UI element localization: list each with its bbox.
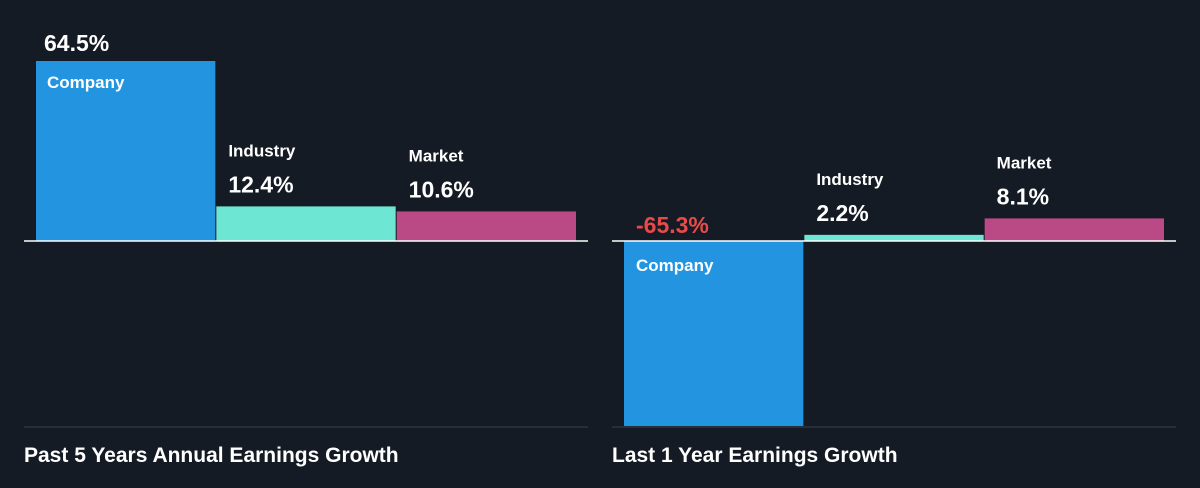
- last-1-year-bar-company: [624, 241, 804, 426]
- past-5-years-category-label-company: Company: [47, 73, 125, 92]
- past-5-years-category-label-industry: Industry: [228, 141, 296, 160]
- past-5-years-value-label-market: 10.6%: [409, 176, 474, 202]
- chart-title-last-1-year: Last 1 Year Earnings Growth: [612, 444, 898, 467]
- past-5-years-value-label-company: 64.5%: [44, 30, 109, 56]
- last-1-year-bar-market: [984, 218, 1164, 241]
- past-5-years-bar-industry: [216, 206, 396, 241]
- past-5-years-bar-company: [36, 61, 216, 241]
- past-5-years-value-label-industry: 12.4%: [228, 171, 293, 197]
- past-5-years-bar-market: [396, 211, 576, 241]
- last-1-year-value-label-industry: 2.2%: [816, 200, 868, 226]
- last-1-year-value-label-market: 8.1%: [997, 183, 1049, 209]
- past-5-years-category-label-market: Market: [409, 146, 464, 165]
- last-1-year-category-label-industry: Industry: [816, 170, 884, 189]
- past-5-years-chart: 64.5% Company 12.4% Industry 10.6% Market: [24, 30, 588, 428]
- last-1-year-category-label-company: Company: [636, 256, 714, 275]
- chart-title-past-5-years: Past 5 Years Annual Earnings Growth: [24, 444, 399, 467]
- last-1-year-value-label-company: -65.3%: [636, 212, 709, 238]
- last-1-year-chart: -65.3% Company 2.2% Industry 8.1% Market: [612, 153, 1176, 428]
- last-1-year-category-label-market: Market: [997, 153, 1052, 172]
- last-1-year-bar-industry: [804, 234, 984, 241]
